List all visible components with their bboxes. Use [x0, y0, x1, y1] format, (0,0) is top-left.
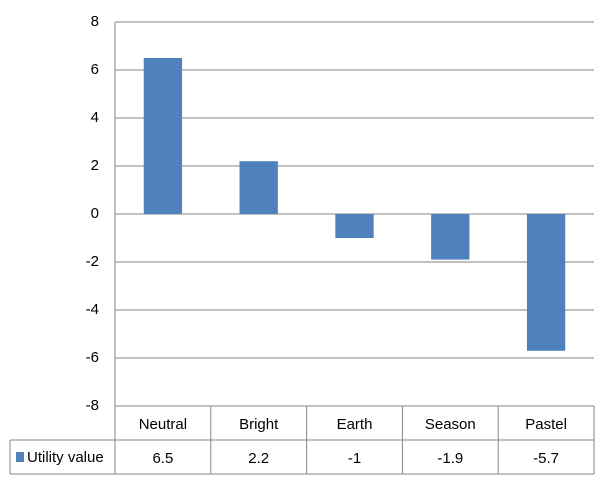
y-tick-label: -8: [86, 397, 99, 414]
legend-label: Utility value: [27, 449, 104, 466]
y-tick-label: -4: [86, 301, 99, 318]
bar: [526, 214, 566, 351]
bar: [239, 161, 278, 214]
table-value: -1: [348, 450, 361, 467]
bar: [431, 214, 470, 260]
x-tick-label: Earth: [337, 416, 373, 433]
x-tick-label: Pastel: [525, 416, 567, 433]
bar: [335, 214, 374, 238]
y-tick-label: 8: [91, 13, 99, 30]
bar: [143, 58, 183, 214]
table-value: 6.5: [152, 450, 173, 467]
x-tick-label: Season: [425, 416, 476, 433]
table-value: -5.7: [533, 450, 559, 467]
y-tick-label: 0: [91, 205, 99, 222]
x-tick-label: Bright: [239, 416, 279, 433]
y-tick-label: -2: [86, 253, 99, 270]
y-tick-label: 4: [91, 109, 99, 126]
y-tick-label: 6: [91, 61, 99, 78]
x-tick-label: Neutral: [139, 416, 187, 433]
y-tick-label: 2: [91, 157, 99, 174]
legend-key: [16, 452, 24, 462]
table-value: 2.2: [248, 450, 269, 467]
table-value: -1.9: [437, 450, 463, 467]
y-tick-label: -6: [86, 349, 99, 366]
